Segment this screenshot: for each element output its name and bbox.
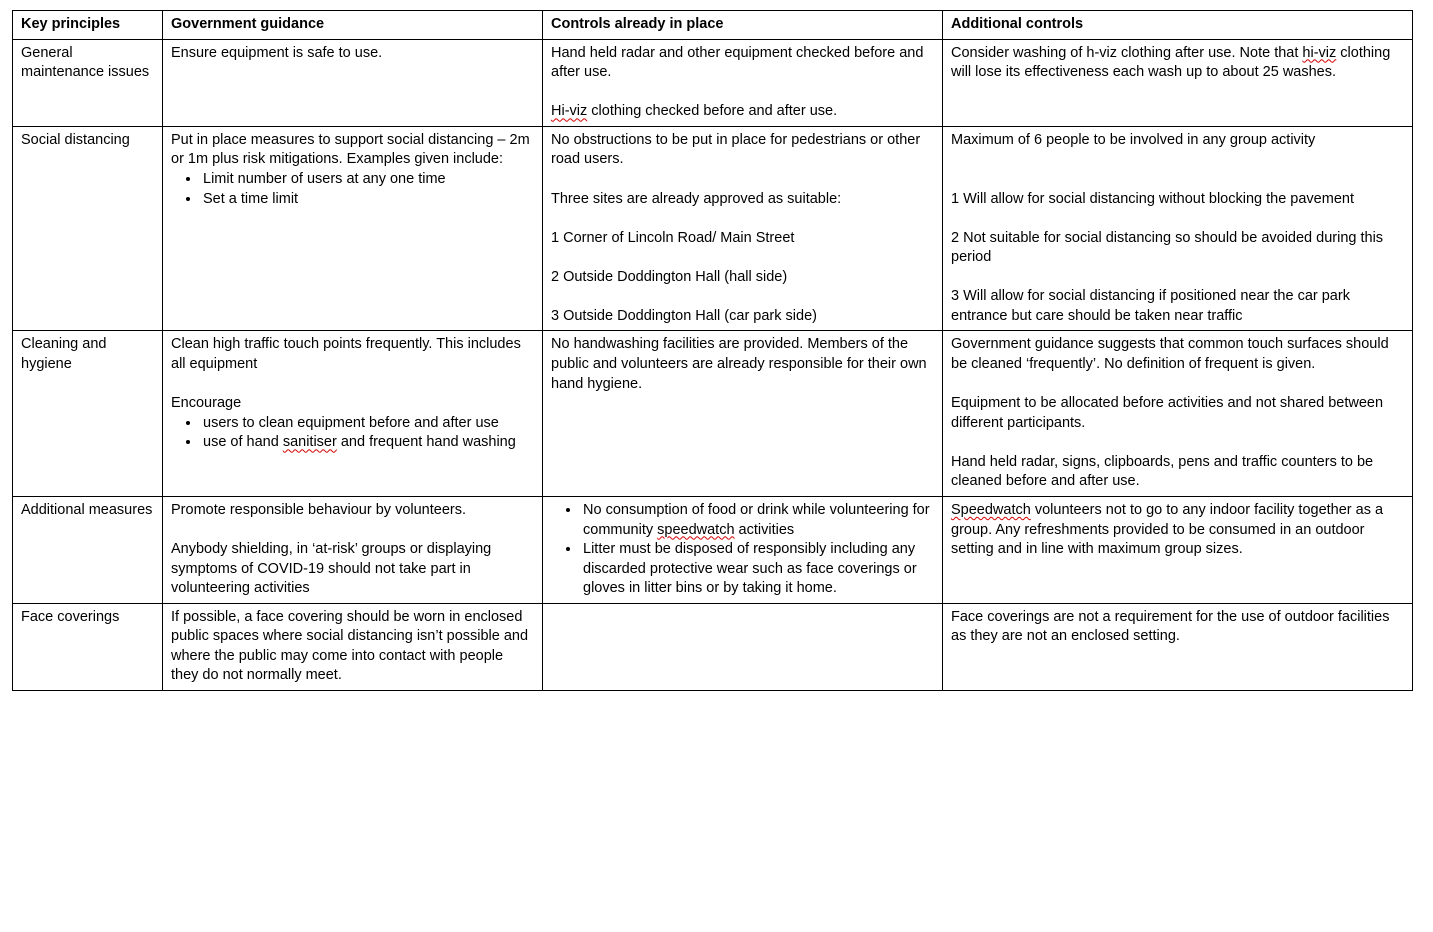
table-cell: Clean high traffic touch points frequent…	[163, 331, 543, 497]
table-cell: Promote responsible behaviour by volunte…	[163, 496, 543, 603]
spellcheck-word: Hi-viz	[551, 103, 587, 119]
paragraph: No handwashing facilities are provided. …	[551, 335, 934, 394]
key-principle-cell: Additional measures	[13, 496, 163, 603]
key-principle-cell: Social distancing	[13, 126, 163, 331]
paragraph: Encourage	[171, 394, 534, 414]
table-cell: No obstructions to be put in place for p…	[543, 126, 943, 331]
paragraph: 3 Will allow for social distancing if po…	[951, 287, 1404, 326]
bullet-item: No consumption of food or drink while vo…	[581, 501, 934, 540]
table-row: Social distancingPut in place measures t…	[13, 126, 1413, 331]
paragraph: Clean high traffic touch points frequent…	[171, 335, 534, 374]
paragraph: Equipment to be allocated before activit…	[951, 394, 1404, 433]
table-cell: No handwashing facilities are provided. …	[543, 331, 943, 497]
table-cell: If possible, a face covering should be w…	[163, 603, 543, 690]
paragraph: If possible, a face covering should be w…	[171, 608, 534, 686]
key-principle-cell: Cleaning and hygiene	[13, 331, 163, 497]
col-header-ctrl: Controls already in place	[543, 11, 943, 40]
table-cell: Hand held radar and other equipment chec…	[543, 39, 943, 126]
table-row: Cleaning and hygieneClean high traffic t…	[13, 331, 1413, 497]
bullet-item: Limit number of users at any one time	[201, 170, 534, 190]
paragraph: 2 Outside Doddington Hall (hall side)	[551, 268, 934, 288]
table-cell: Consider washing of h-viz clothing after…	[943, 39, 1413, 126]
table-cell: Maximum of 6 people to be involved in an…	[943, 126, 1413, 331]
bullet-list: users to clean equipment before and afte…	[171, 414, 534, 453]
paragraph: Hand held radar and other equipment chec…	[551, 44, 934, 83]
paragraph: Three sites are already approved as suit…	[551, 190, 934, 210]
paragraph: Hi-viz clothing checked before and after…	[551, 102, 934, 122]
paragraph: Speedwatch volunteers not to go to any i…	[951, 501, 1404, 560]
table-cell: Face coverings are not a requirement for…	[943, 603, 1413, 690]
bullet-list: No consumption of food or drink while vo…	[551, 501, 934, 599]
bullet-item: use of hand sanitiser and frequent hand …	[201, 433, 534, 453]
paragraph: Put in place measures to support social …	[171, 131, 534, 170]
table-cell: Speedwatch volunteers not to go to any i…	[943, 496, 1413, 603]
risk-assessment-table: Key principles Government guidance Contr…	[12, 10, 1413, 691]
paragraph: 3 Outside Doddington Hall (car park side…	[551, 307, 934, 327]
bullet-item: users to clean equipment before and afte…	[201, 414, 534, 434]
paragraph: Maximum of 6 people to be involved in an…	[951, 131, 1404, 151]
table-header-row: Key principles Government guidance Contr…	[13, 11, 1413, 40]
spellcheck-word: Speedwatch	[951, 502, 1031, 518]
paragraph: Ensure equipment is safe to use.	[171, 44, 534, 64]
bullet-item: Set a time limit	[201, 190, 534, 210]
paragraph: Government guidance suggests that common…	[951, 335, 1404, 374]
spellcheck-word: sanitiser	[283, 434, 337, 450]
table-cell: Government guidance suggests that common…	[943, 331, 1413, 497]
paragraph: 1 Will allow for social distancing witho…	[951, 190, 1404, 210]
table-body: General maintenance issues Ensure equipme…	[13, 39, 1413, 690]
table-row: Face coveringsIf possible, a face coveri…	[13, 603, 1413, 690]
bullet-item: Litter must be disposed of responsibly i…	[581, 540, 934, 599]
paragraph: No obstructions to be put in place for p…	[551, 131, 934, 170]
table-cell	[543, 603, 943, 690]
paragraph: Hand held radar, signs, clipboards, pens…	[951, 453, 1404, 492]
table-cell: Ensure equipment is safe to use.	[163, 39, 543, 126]
bullet-list: Limit number of users at any one timeSet…	[171, 170, 534, 209]
paragraph: 2 Not suitable for social distancing so …	[951, 229, 1404, 268]
paragraph: Face coverings are not a requirement for…	[951, 608, 1404, 647]
table-row: Additional measures Promote responsible b…	[13, 496, 1413, 603]
col-header-add: Additional controls	[943, 11, 1413, 40]
table-cell: No consumption of food or drink while vo…	[543, 496, 943, 603]
spellcheck-word: speedwatch	[657, 522, 734, 538]
table-row: General maintenance issues Ensure equipme…	[13, 39, 1413, 126]
paragraph: Anybody shielding, in ‘at-risk’ groups o…	[171, 540, 534, 599]
col-header-gov: Government guidance	[163, 11, 543, 40]
key-principle-cell: Face coverings	[13, 603, 163, 690]
paragraph: 1 Corner of Lincoln Road/ Main Street	[551, 229, 934, 249]
paragraph: Promote responsible behaviour by volunte…	[171, 501, 534, 521]
table-cell: Put in place measures to support social …	[163, 126, 543, 331]
paragraph: Consider washing of h-viz clothing after…	[951, 44, 1404, 83]
key-principle-cell: General maintenance issues	[13, 39, 163, 126]
spellcheck-word: hi-viz	[1302, 45, 1336, 61]
col-header-key: Key principles	[13, 11, 163, 40]
